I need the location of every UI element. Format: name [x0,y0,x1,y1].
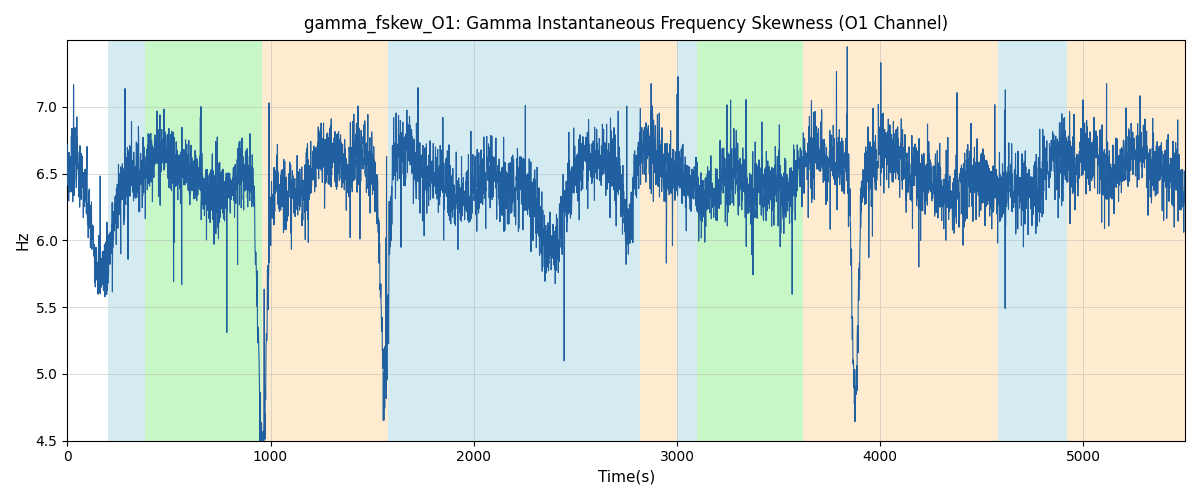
Bar [697,40,803,440]
Bar [641,40,677,440]
Bar [803,40,835,440]
Title: gamma_fskew_O1: Gamma Instantaneous Frequency Skewness (O1 Channel): gamma_fskew_O1: Gamma Instantaneous Freq… [304,15,948,34]
Bar [998,40,1067,440]
Bar [1067,40,1186,440]
Y-axis label: Hz: Hz [16,230,30,250]
Bar [263,40,389,440]
Bar [835,40,998,440]
Bar [389,40,641,440]
Bar [144,40,263,440]
Bar [677,40,697,440]
Bar [108,40,144,440]
X-axis label: Time(s): Time(s) [598,470,655,485]
